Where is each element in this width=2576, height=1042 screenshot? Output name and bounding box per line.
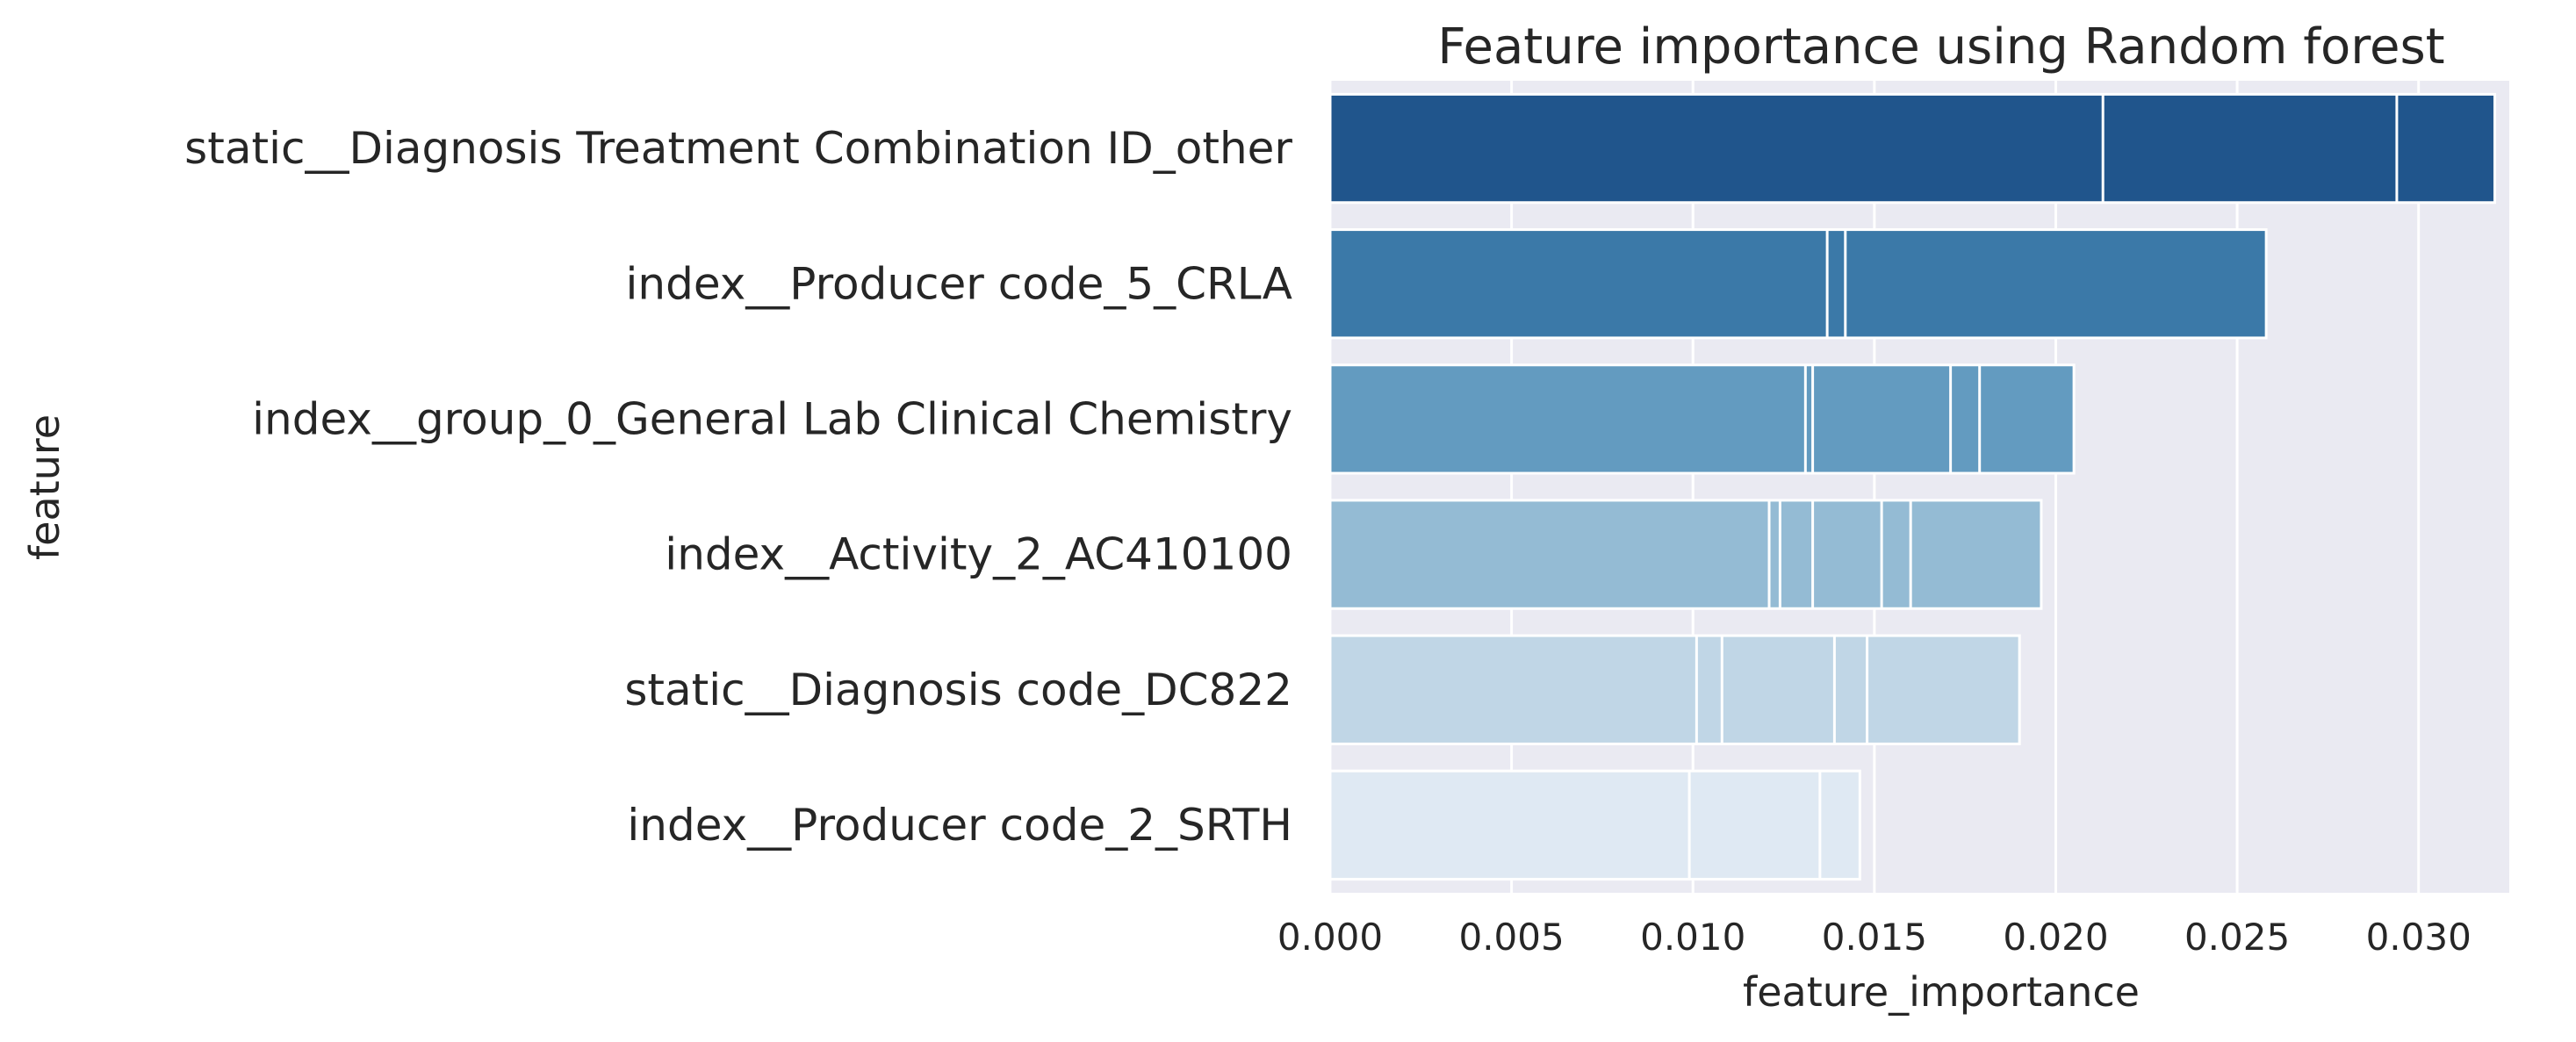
bar-rect-1 [1328, 92, 2496, 205]
bar-6 [1328, 769, 1861, 881]
bar-rect-4 [1328, 499, 2043, 610]
category-label-3: index__group_0_General Lab Clinical Chem… [252, 393, 1292, 444]
grid-lines [1328, 81, 2421, 893]
bar-5 [1328, 634, 2021, 745]
bar-rect-5 [1328, 634, 2021, 745]
y-axis-title: feature [21, 414, 68, 560]
bar-rect-2 [1328, 228, 2268, 340]
x-tick-label-5: 0.025 [2184, 916, 2290, 959]
x-tick-label-1: 0.005 [1458, 916, 1564, 959]
category-label-1: static__Diagnosis Treatment Combination … [184, 123, 1292, 174]
x-tick-label-4: 0.020 [2003, 916, 2108, 959]
x-tick-label-6: 0.030 [2366, 916, 2472, 959]
plot-area [1330, 81, 2509, 893]
x-tick-label-3: 0.015 [1822, 916, 1927, 959]
bar-group [1328, 92, 2496, 881]
bar-4 [1328, 499, 2043, 610]
x-tick-label-2: 0.010 [1640, 916, 1745, 959]
x-axis-title: feature_importance [1743, 968, 2140, 1016]
bar-rect-3 [1328, 363, 2076, 475]
category-label-5: static__Diagnosis code_DC822 [624, 665, 1292, 715]
bar-rect-6 [1328, 769, 1861, 881]
bar-1 [1328, 92, 2496, 205]
bar-3 [1328, 363, 2076, 475]
category-labels: static__Diagnosis Treatment Combination … [184, 123, 1292, 851]
category-label-6: index__Producer code_2_SRTH [627, 800, 1292, 851]
x-tick-label-0: 0.000 [1277, 916, 1383, 959]
x-tick-labels: 0.000 0.005 0.010 0.015 0.020 0.025 0.030 [1277, 916, 2472, 959]
category-label-4: index__Activity_2_AC410100 [665, 529, 1292, 580]
category-label-2: index__Producer code_5_CRLA [626, 258, 1293, 309]
bar-2 [1328, 228, 2268, 340]
chart-title: Feature importance using Random forest [1437, 18, 2444, 75]
